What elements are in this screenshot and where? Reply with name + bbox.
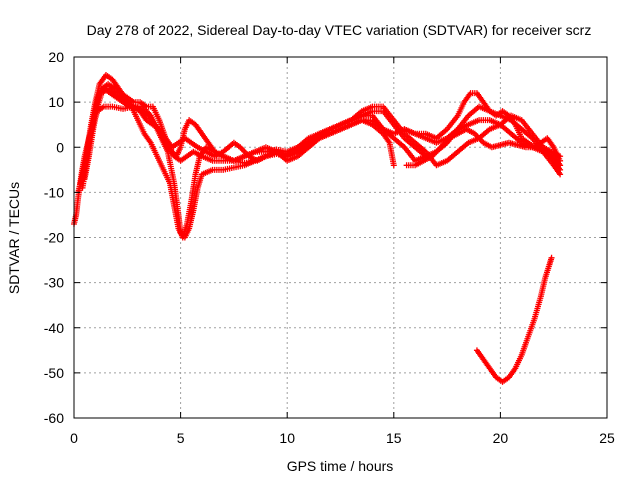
y-tick-label: -20 xyxy=(44,230,64,246)
x-tick-label: 20 xyxy=(493,430,509,446)
x-tick-label: 0 xyxy=(70,430,78,446)
y-tick-label: 20 xyxy=(48,49,64,65)
y-tick-label: 10 xyxy=(48,94,64,110)
y-tick-label: -60 xyxy=(44,410,64,426)
data-markers xyxy=(71,72,564,385)
y-tick-label: -10 xyxy=(44,184,64,200)
series-track-8 xyxy=(473,254,555,385)
x-tick-label: 5 xyxy=(177,430,185,446)
x-tick-label: 15 xyxy=(386,430,402,446)
y-tick-label: -50 xyxy=(44,365,64,381)
axis-ticks xyxy=(73,56,608,419)
series-track-7 xyxy=(403,126,564,169)
x-tick-label: 10 xyxy=(279,430,295,446)
y-tick-labels: -60 -50 -40 -30 -20 -10 0 10 20 xyxy=(44,49,64,426)
y-tick-label: -30 xyxy=(44,275,64,291)
chart-title: Day 278 of 2022, Sidereal Day-to-day VTE… xyxy=(87,22,592,38)
series-track-6 xyxy=(401,90,564,164)
y-tick-label: -40 xyxy=(44,320,64,336)
data-point xyxy=(548,254,555,261)
x-axis-label: GPS time / hours xyxy=(287,458,394,474)
data-point xyxy=(390,162,397,169)
data-point xyxy=(557,171,564,178)
data-point xyxy=(557,153,564,160)
y-axis-label: SDTVAR / TECUs xyxy=(6,182,22,294)
x-tick-labels: 0 5 10 15 20 25 xyxy=(70,430,615,446)
y-tick-label: 0 xyxy=(56,139,64,155)
x-tick-label: 25 xyxy=(599,430,615,446)
